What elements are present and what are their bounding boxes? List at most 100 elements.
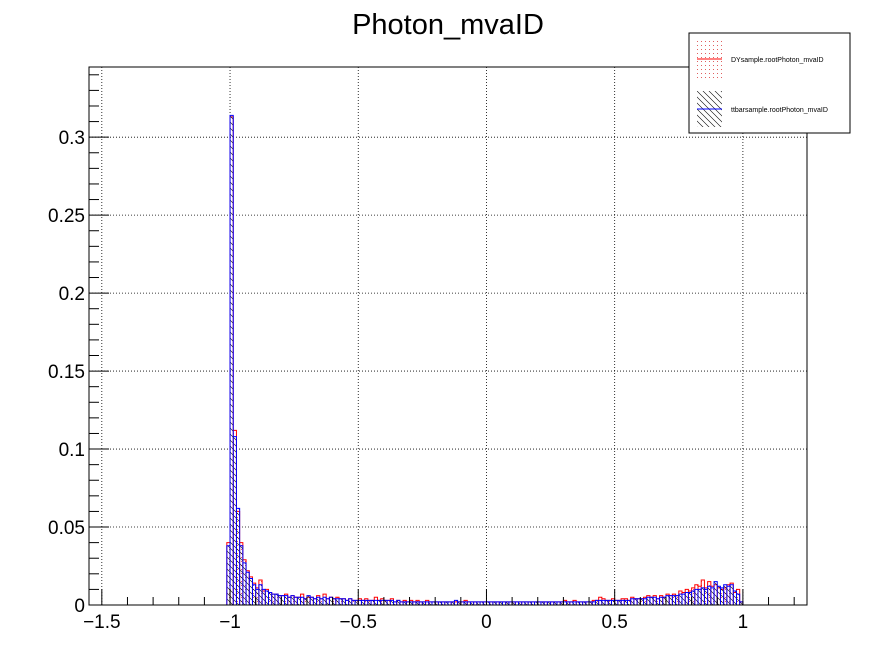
- bin-fill-s1-74: [464, 601, 468, 605]
- bin-fill-s1-148: [701, 587, 705, 605]
- plot-frame: [88, 66, 808, 606]
- bin-fill-s1-72: [457, 601, 461, 605]
- bin-fill-s1-98: [540, 601, 545, 605]
- bin-fill-s1-159: [736, 594, 740, 605]
- bin-fill-s1-30: [322, 597, 327, 605]
- bin-fill-s1-39: [351, 600, 356, 605]
- bin-fill-s1-66: [438, 601, 442, 605]
- bin-fill-s1-88: [508, 601, 513, 605]
- x-tick-label-3: 0: [481, 612, 492, 633]
- bin-fill-s1-12: [265, 590, 269, 605]
- y-tick-label-6: 0.3: [59, 128, 85, 149]
- x-tick-label-2: −0.5: [339, 612, 377, 633]
- y-tick-label-2: 0.1: [59, 440, 85, 461]
- bin-fill-s1-61: [422, 601, 426, 605]
- bin-fill-s1-129: [640, 598, 644, 605]
- bin-fill-s1-29: [319, 598, 323, 605]
- bin-fill-s1-141: [678, 594, 682, 605]
- y-axis-tick-labels: 0 0.05 0.1 0.15 0.2 0.25 0.3: [48, 128, 85, 617]
- bin-fill-s1-22: [297, 597, 301, 605]
- bin-fill-s1-101: [550, 601, 554, 605]
- bin-fill-s1-2: [233, 436, 237, 605]
- x-axis-tick-labels: −1.5 −1 −0.5 0 0.5 1: [83, 612, 748, 633]
- bin-fill-s1-69: [448, 601, 452, 605]
- bin-fill-s1-160: [739, 601, 743, 605]
- bin-fill-s1-120: [611, 600, 615, 605]
- bin-fill-s1-147: [698, 589, 702, 605]
- bin-fill-s1-59: [415, 601, 420, 605]
- bin-fill-s1-21: [294, 597, 298, 605]
- bin-fill-s1-99: [544, 601, 548, 605]
- bin-fill-s1-86: [502, 601, 506, 605]
- bin-fill-s1-19: [287, 597, 291, 605]
- bin-fill-s1-44: [367, 600, 372, 605]
- bin-fill-s1-152: [714, 581, 718, 605]
- bin-fill-s1-75: [467, 601, 471, 605]
- bin-fill-s1-122: [617, 600, 622, 605]
- bin-fill-s1-97: [537, 601, 541, 605]
- bin-fill-s1-11: [262, 589, 266, 605]
- bin-fill-s1-64: [431, 601, 436, 605]
- bin-fill-s1-23: [300, 597, 304, 605]
- bin-fill-s1-109: [576, 601, 580, 605]
- bin-fill-s1-55: [403, 601, 407, 605]
- bin-fill-s1-110: [579, 601, 583, 605]
- x-tick-label-5: 1: [738, 612, 749, 633]
- bin-fill-s1-157: [730, 584, 734, 605]
- bin-fill-s1-90: [515, 601, 519, 605]
- legend: DYsample.rootPhoton_mvaID ttbarsample.ro…: [688, 32, 851, 134]
- bin-fill-s1-132: [649, 597, 654, 605]
- bin-fill-s1-45: [371, 600, 375, 605]
- bin-fill-s1-51: [390, 600, 394, 605]
- y-tick-label-0: 0: [74, 596, 85, 617]
- bin-fill-s1-130: [643, 598, 647, 605]
- bin-fill-s1-82: [489, 601, 493, 605]
- bin-fill-s1-48: [380, 600, 384, 605]
- bin-fill-s1-156: [726, 586, 731, 605]
- bin-fill-s1-37: [345, 600, 349, 605]
- y-tick-label-5: 0.25: [48, 206, 85, 227]
- bin-fill-s1-87: [505, 601, 509, 605]
- bin-fill-s1-116: [598, 600, 602, 605]
- bin-fill-s1-121: [614, 600, 618, 605]
- series-1: [89, 114, 807, 605]
- bin-fill-s1-151: [710, 587, 715, 605]
- bin-fill-s1-20: [290, 595, 295, 605]
- bin-fill-s1-139: [672, 595, 676, 605]
- bin-fill-s1-4: [239, 545, 243, 605]
- bin-fill-s1-123: [621, 600, 625, 605]
- bin-fill-s1-17: [281, 595, 285, 605]
- bin-fill-s1-119: [608, 600, 612, 605]
- bin-fill-s1-115: [595, 600, 599, 605]
- bin-fill-s1-100: [547, 601, 551, 605]
- bin-fill-s1-112: [585, 601, 590, 605]
- bin-fill-s1-136: [662, 597, 666, 605]
- bin-fill-s1-138: [669, 595, 673, 605]
- bin-fill-s1-14: [271, 594, 275, 605]
- bin-fill-s1-5: [242, 562, 247, 605]
- series-outline-1: [89, 114, 807, 605]
- bin-fill-s1-118: [605, 600, 609, 605]
- bin-fill-s1-149: [704, 589, 708, 605]
- grid: [89, 67, 807, 606]
- bin-fill-s1-46: [374, 600, 378, 605]
- bin-fill-s1-33: [332, 598, 336, 605]
- bin-fill-s1-54: [399, 601, 404, 605]
- bin-fill-s1-145: [691, 590, 695, 605]
- bin-fill-s1-80: [483, 601, 487, 605]
- bin-fill-s1-155: [723, 584, 727, 605]
- bin-fill-s1-1: [230, 115, 234, 605]
- bin-fill-s1-89: [512, 601, 516, 605]
- bin-fill-s1-105: [563, 601, 567, 605]
- bin-fill-s1-0: [226, 545, 231, 605]
- bin-fill-s1-103: [556, 601, 561, 605]
- bin-fill-s1-40: [355, 600, 359, 605]
- bin-fill-s1-18: [284, 595, 288, 605]
- bin-fill-s1-62: [425, 601, 429, 605]
- bin-fill-s1-94: [528, 601, 532, 605]
- bin-fill-s1-58: [412, 601, 416, 605]
- bin-fill-s1-124: [624, 600, 628, 605]
- bin-fill-s1-144: [688, 592, 692, 605]
- bin-fill-s1-102: [553, 601, 557, 605]
- bin-fill-s1-60: [419, 601, 423, 605]
